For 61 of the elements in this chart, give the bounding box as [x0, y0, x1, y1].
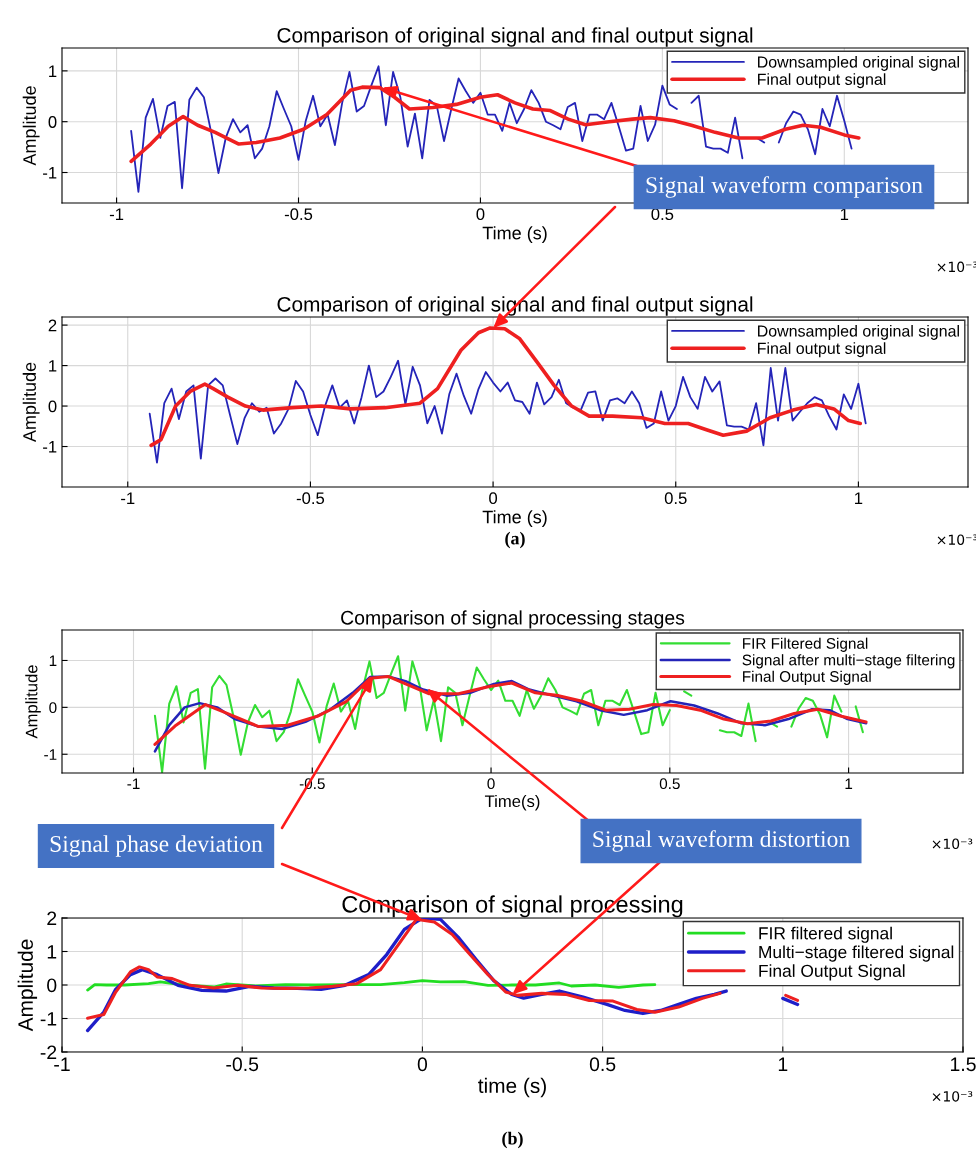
- text: (a): [505, 531, 525, 549]
- legend-label: Final Output Signal: [743, 670, 871, 685]
- x-tick-label: -0.5: [284, 208, 313, 221]
- x-tick-label: 0: [489, 492, 498, 505]
- chart-title: Comparison of original signal and final output signal: [277, 27, 753, 47]
- x-tick-label: 0.5: [659, 778, 680, 790]
- x-axis-title: Time (s): [482, 226, 547, 243]
- legend-label: Signal after multi−stage filtering: [742, 654, 955, 669]
- y-tick-label: 1: [49, 655, 57, 667]
- y-axis-title: Amplitude: [25, 665, 41, 739]
- y-axis-title: Amplitude: [22, 362, 40, 443]
- x-tick-label: 1: [855, 492, 863, 504]
- x-tick-label: -1: [109, 208, 124, 220]
- x-tick-label: 1: [845, 778, 853, 789]
- line-series: [148, 359, 867, 464]
- annotation: Signal waveform comparison: [646, 176, 923, 198]
- y-tick-label: -1: [40, 1012, 57, 1026]
- y-tick-label: 0: [48, 116, 57, 128]
- legend-label: Downsampled original signal: [758, 324, 959, 340]
- x-tick-label: 1: [778, 1057, 788, 1071]
- x-tick-label: -1: [121, 492, 135, 504]
- y-tick-label: 1: [49, 65, 57, 77]
- y-tick-label: 0: [49, 702, 57, 714]
- text: ×10⁻³: [932, 838, 973, 850]
- text: (b): [502, 1131, 523, 1149]
- text: ×10⁻³: [932, 1091, 973, 1102]
- annotation: Signal waveform distortion: [593, 830, 850, 852]
- y-tick-label: -1: [43, 167, 57, 179]
- x-tick-label: 0.5: [664, 492, 687, 505]
- y-tick-label: 2: [47, 911, 57, 926]
- y-tick-label: 0: [47, 978, 57, 993]
- annotation: Signal phase deviation: [50, 835, 263, 857]
- x-tick-label: 1: [840, 208, 849, 220]
- chart-title: Comparison of signal processing stages: [341, 610, 685, 629]
- y-tick-label: -2: [40, 1045, 57, 1060]
- legend-label: Final output signal: [758, 73, 886, 89]
- y-tick-label: 2: [48, 319, 57, 332]
- y-tick-label: 1: [49, 360, 57, 372]
- y-tick-label: 1: [47, 945, 57, 959]
- y-tick-label: -1: [44, 749, 57, 760]
- legend-label: Final Output Signal: [759, 964, 905, 981]
- x-axis-title: Time (s): [482, 510, 547, 527]
- y-tick-label: -1: [43, 441, 57, 453]
- x-tick-label: 0: [417, 1057, 428, 1072]
- x-tick-label: 0.5: [589, 1057, 616, 1072]
- y-axis-title: Amplitude: [22, 86, 40, 166]
- legend-label: FIR filtered signal: [759, 926, 892, 943]
- x-axis-title: time (s): [478, 1077, 546, 1098]
- y-axis-title: Amplitude: [17, 939, 38, 1032]
- x-tick-label: 1.5: [950, 1057, 976, 1072]
- legend-label: FIR Filtered Signal: [743, 637, 868, 652]
- x-tick-label: -0.5: [226, 1057, 259, 1072]
- x-tick-label: -1: [127, 778, 140, 789]
- x-tick-label: -0.5: [296, 492, 325, 505]
- legend-label: Multi−stage filtered signal: [759, 945, 954, 962]
- x-axis-title: Time(s): [484, 794, 540, 811]
- x-tick-label: 0: [476, 208, 485, 221]
- legend-label: Final output signal: [758, 342, 886, 358]
- y-tick-label: 0: [48, 400, 57, 413]
- legend-label: Downsampled original signal: [758, 55, 959, 71]
- x-tick-label: 0: [487, 778, 495, 790]
